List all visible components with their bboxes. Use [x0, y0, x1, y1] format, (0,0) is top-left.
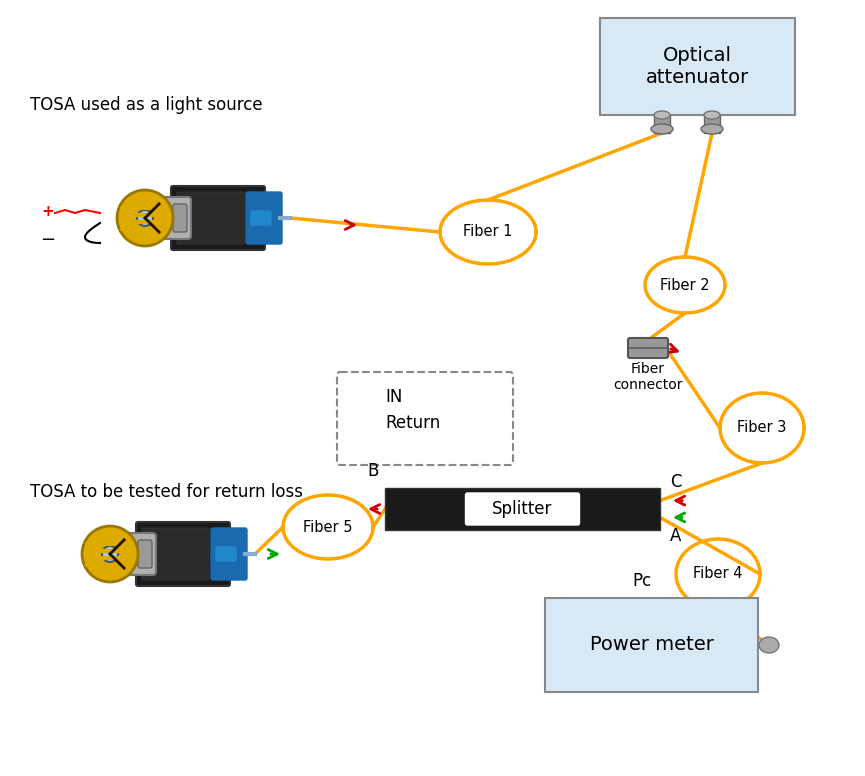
Text: Fiber 5: Fiber 5	[304, 519, 353, 535]
FancyBboxPatch shape	[173, 204, 187, 232]
Text: −: −	[41, 231, 55, 249]
Text: TOSA to be tested for return loss: TOSA to be tested for return loss	[30, 483, 303, 501]
Text: Fiber
connector: Fiber connector	[613, 362, 682, 392]
Circle shape	[82, 526, 138, 582]
FancyBboxPatch shape	[177, 192, 244, 244]
FancyBboxPatch shape	[136, 522, 230, 586]
Circle shape	[137, 210, 153, 226]
FancyBboxPatch shape	[246, 192, 282, 244]
Bar	[654, 115, 670, 133]
Text: C: C	[670, 473, 682, 490]
Bar	[600, 18, 795, 115]
Text: Fiber 2: Fiber 2	[660, 278, 710, 293]
Text: Fiber 1: Fiber 1	[464, 224, 513, 240]
FancyBboxPatch shape	[465, 493, 580, 525]
Text: Fiber 4: Fiber 4	[693, 566, 743, 581]
Text: Splitter: Splitter	[492, 500, 553, 518]
FancyBboxPatch shape	[147, 197, 191, 239]
Text: Power meter: Power meter	[590, 636, 714, 654]
Text: Return: Return	[385, 414, 440, 432]
Text: Optical
attenuator: Optical attenuator	[646, 46, 749, 87]
FancyBboxPatch shape	[142, 528, 209, 580]
Text: Pᴄ: Pᴄ	[631, 572, 651, 590]
FancyBboxPatch shape	[250, 210, 272, 226]
Ellipse shape	[704, 111, 720, 119]
Ellipse shape	[759, 637, 779, 653]
FancyBboxPatch shape	[215, 546, 237, 562]
Bar	[385, 488, 660, 530]
Bar	[545, 598, 758, 692]
Text: B: B	[368, 462, 379, 480]
Ellipse shape	[701, 124, 723, 134]
Ellipse shape	[651, 124, 673, 134]
FancyBboxPatch shape	[171, 186, 265, 250]
Bar	[704, 115, 720, 133]
FancyBboxPatch shape	[138, 540, 152, 568]
FancyBboxPatch shape	[337, 372, 513, 465]
Text: TOSA used as a light source: TOSA used as a light source	[30, 96, 263, 114]
Ellipse shape	[654, 111, 670, 119]
Text: Fiber 3: Fiber 3	[737, 421, 786, 435]
Text: A: A	[670, 528, 682, 546]
Text: +: +	[42, 205, 54, 220]
FancyBboxPatch shape	[211, 528, 247, 580]
FancyBboxPatch shape	[628, 338, 668, 358]
Text: IN: IN	[385, 388, 402, 406]
Circle shape	[102, 546, 118, 562]
FancyBboxPatch shape	[112, 533, 156, 575]
Circle shape	[117, 190, 173, 246]
